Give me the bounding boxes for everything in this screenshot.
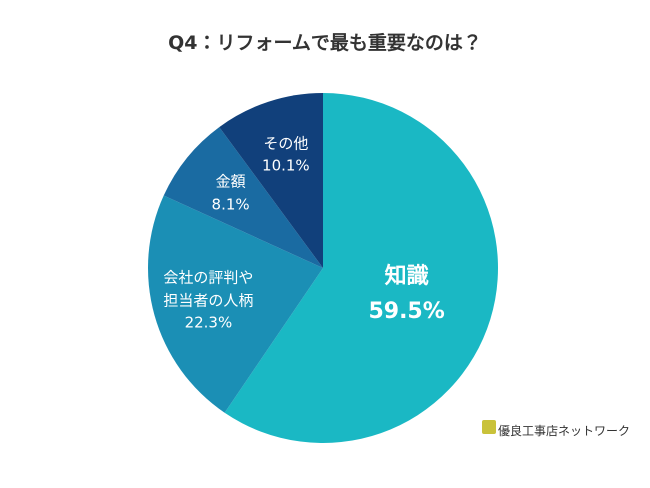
logo: 優良工事店ネットワーク [498,424,631,438]
logo-icon [482,420,496,434]
pie-slice [163,127,323,268]
category-label: 金額 [215,172,246,191]
value-label: 10.1% [262,156,310,175]
slice-label: 知識 59.5% [368,259,444,329]
pie-slice [147,195,323,413]
category-label: 知識 [384,263,429,289]
value-label: 22.3% [184,313,233,332]
chart-title: Q4：リフォームで最も重要なのは？ [168,32,482,54]
value-label: 8.1% [211,195,250,213]
slice-label: 金額 8.1% [212,171,250,216]
pie-slice [219,93,323,268]
value-label: 59.5% [368,298,445,324]
category-label: 会社の評判や 担当者の人柄 [163,268,254,309]
pie-slice [224,93,498,443]
category-label: その他 [263,134,309,153]
slice-label: 会社の評判や 担当者の人柄 22.3% [163,266,253,334]
slice-label: その他 10.1% [262,132,310,177]
